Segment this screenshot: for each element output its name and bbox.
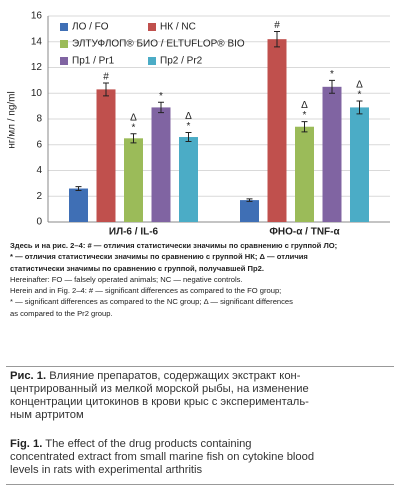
separator bbox=[6, 484, 394, 485]
annotation: * bbox=[303, 110, 307, 121]
annotation: * bbox=[159, 91, 163, 102]
annotation: Δ bbox=[130, 112, 137, 123]
bar bbox=[267, 39, 287, 222]
y-tick-label: 4 bbox=[36, 165, 42, 176]
annotation: * bbox=[132, 122, 136, 133]
note-line: Hereinafter: FO — falsely operated anima… bbox=[10, 274, 243, 284]
error-bar bbox=[75, 186, 82, 191]
legend-label: ЭЛТУФЛОП® БИО / ELTUFLOP® BIO bbox=[72, 39, 245, 50]
bar bbox=[69, 188, 88, 222]
y-tick-label: 12 bbox=[31, 62, 43, 73]
y-tick-label: 16 bbox=[31, 11, 43, 22]
y-tick-label: 10 bbox=[31, 88, 43, 99]
annotation: * bbox=[187, 121, 191, 132]
caption-label: Fig. 1. bbox=[10, 438, 43, 450]
note-line: * — significant differences as compared … bbox=[10, 297, 293, 307]
separator bbox=[6, 366, 394, 367]
bar bbox=[124, 138, 143, 222]
legend-swatch bbox=[148, 23, 156, 31]
caption-line: ным артритом bbox=[10, 409, 84, 421]
error-bar bbox=[130, 133, 137, 144]
note-line: * — отличия статистически значимы по сра… bbox=[10, 252, 308, 262]
note-line: as compared to the Pr2 group. bbox=[10, 308, 113, 318]
x-tick-label: ФНО-α / TNF-α bbox=[269, 227, 340, 238]
caption-ru: Рис. 1. Влияние препаратов, содержащих э… bbox=[10, 370, 395, 422]
error-bar bbox=[185, 132, 192, 143]
y-tick-label: 8 bbox=[36, 114, 42, 125]
annotation: # bbox=[274, 20, 280, 31]
legend-label: ЛО / FO bbox=[72, 22, 109, 33]
note-line: Здесь и на рис. 2–4: # — отличия статист… bbox=[10, 241, 338, 250]
error-bar bbox=[246, 198, 253, 202]
legend-swatch bbox=[60, 57, 68, 65]
y-tick-label: 14 bbox=[31, 36, 43, 47]
caption-line: levels in rats with experimental arthrit… bbox=[10, 464, 203, 476]
legend-swatch bbox=[148, 57, 156, 65]
caption-line: concentrated extract from small marine f… bbox=[10, 451, 315, 463]
caption-line: The effect of the drug products containi… bbox=[42, 438, 252, 450]
annotation: Δ bbox=[301, 100, 308, 111]
annotation: * bbox=[330, 69, 334, 80]
notes: Здесь и на рис. 2–4: # — отличия статист… bbox=[10, 240, 395, 319]
y-tick-label: 6 bbox=[36, 139, 42, 150]
note-line: Herein and in Fig. 2–4: # — significant … bbox=[10, 286, 282, 296]
annotation: * bbox=[358, 90, 362, 101]
bar bbox=[240, 200, 259, 222]
y-axis-label: нг/мл / ng/ml bbox=[7, 91, 18, 148]
error-bar bbox=[329, 79, 335, 94]
caption-line: Влияние препаратов, содержащих экстракт … bbox=[46, 370, 301, 382]
legend-label: Пр1 / Pr1 bbox=[72, 56, 115, 67]
bar bbox=[295, 126, 314, 222]
annotation: # bbox=[103, 72, 109, 83]
legend-swatch bbox=[60, 40, 68, 48]
error-bar bbox=[274, 30, 280, 48]
chart: нг/мл / ng/ml 0 2 4 6 8 10 12 14 16 ИЛ-6 / IL-6 # Δ… bbox=[7, 11, 390, 238]
annotation: Δ bbox=[185, 111, 192, 122]
error-bar bbox=[356, 100, 363, 115]
note-line: статистически значимы по сравнению с гру… bbox=[10, 263, 264, 273]
bar bbox=[179, 137, 198, 222]
bar bbox=[322, 86, 342, 222]
error-bar bbox=[103, 82, 109, 97]
bar bbox=[151, 107, 171, 222]
caption-line: центрированный из мелкой морской рыбы, н… bbox=[10, 383, 309, 395]
legend-swatch bbox=[60, 23, 68, 31]
y-tick-label: 2 bbox=[36, 191, 42, 202]
caption-line: концентрации цитокинов в крови крыс с эк… bbox=[10, 396, 309, 408]
x-tick-label: ИЛ-6 / IL-6 bbox=[109, 227, 159, 238]
annotation: Δ bbox=[356, 80, 363, 91]
legend-label: НК / NC bbox=[160, 22, 196, 33]
y-tick-label: 0 bbox=[36, 217, 42, 228]
caption-en: Fig. 1. The effect of the drug products … bbox=[10, 438, 395, 477]
legend-label: Пр2 / Pr2 bbox=[160, 56, 203, 67]
bar bbox=[350, 107, 369, 222]
bar bbox=[96, 89, 116, 222]
error-bar bbox=[301, 121, 308, 133]
error-bar bbox=[158, 101, 164, 114]
caption-label: Рис. 1. bbox=[10, 370, 47, 382]
